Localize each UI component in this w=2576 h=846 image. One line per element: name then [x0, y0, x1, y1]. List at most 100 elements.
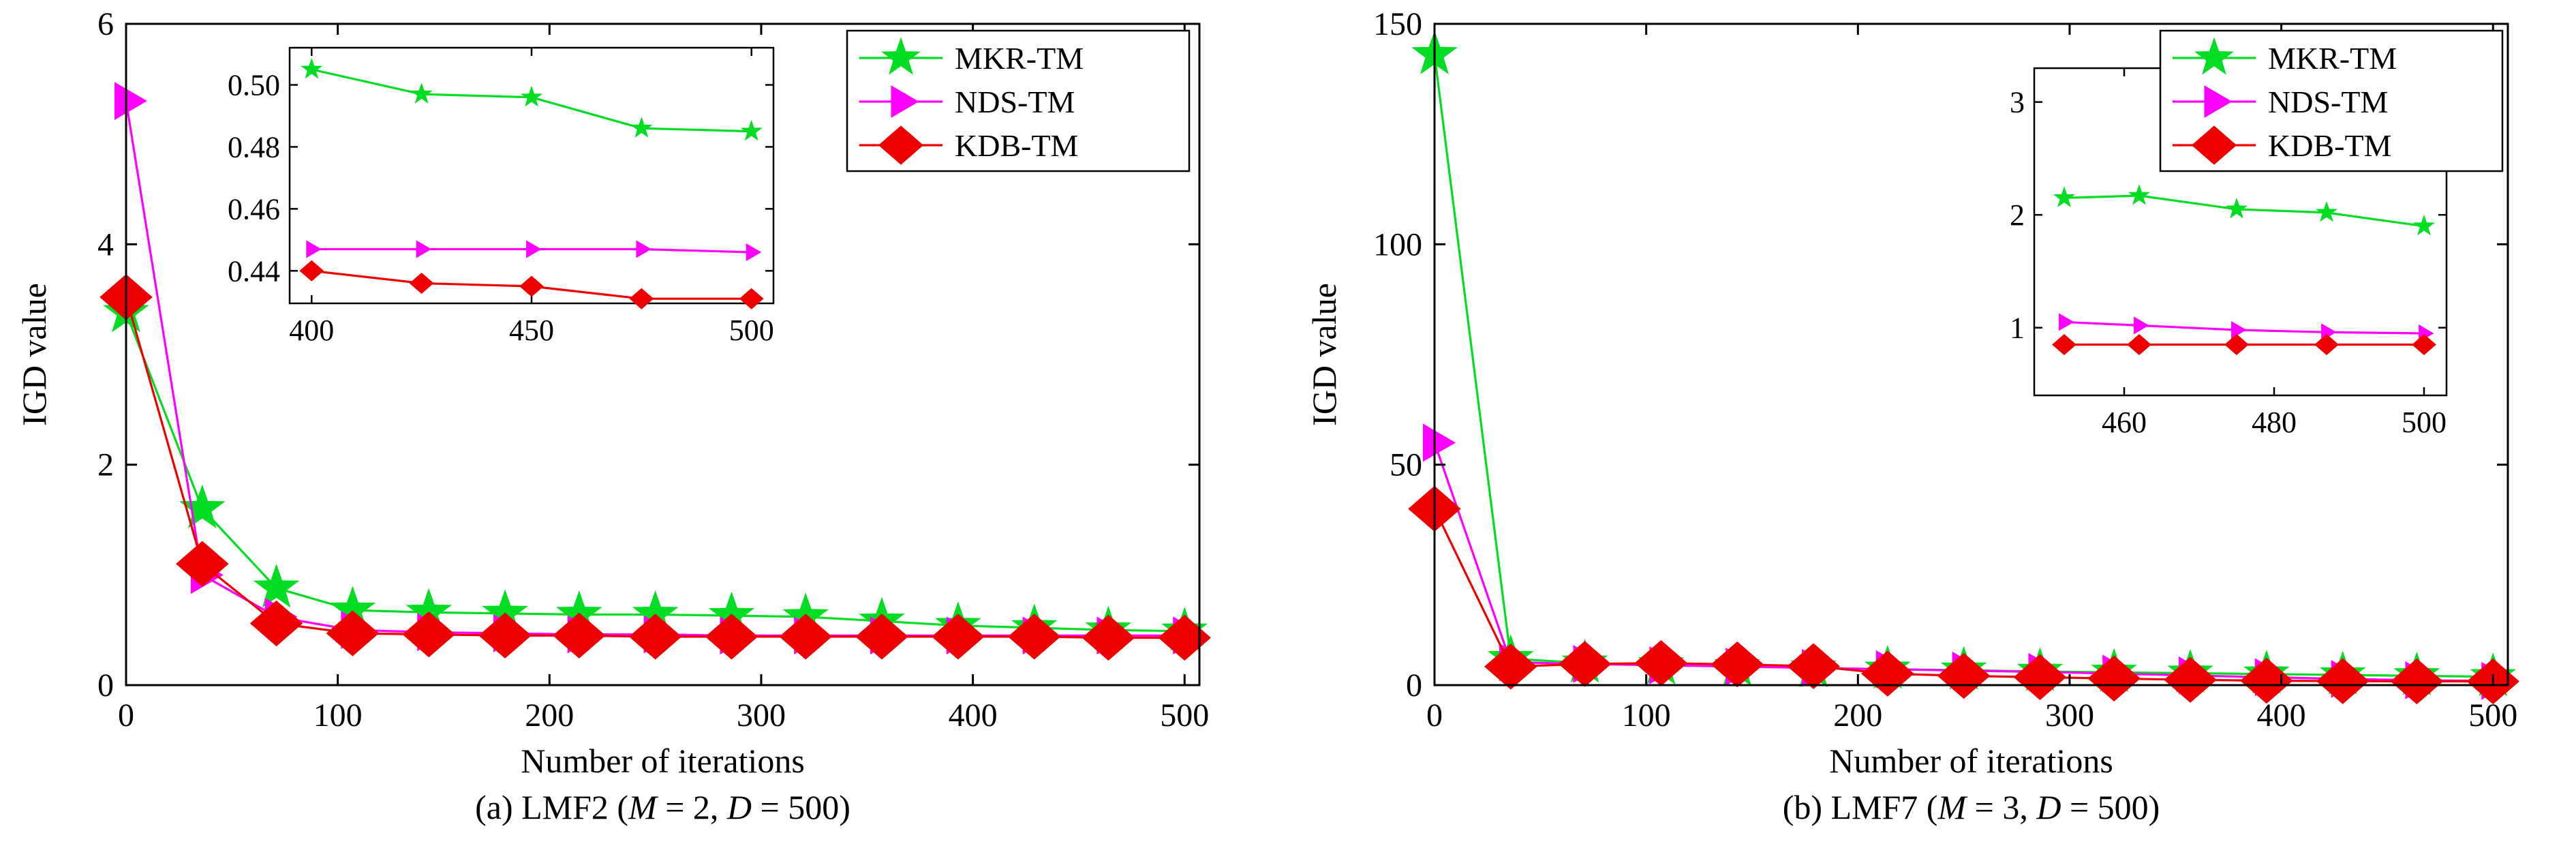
legend-label-mkr-tm: MKR-TM — [955, 41, 1084, 76]
x-tick-label: 100 — [1622, 697, 1671, 734]
legend-marker-nds-tm — [2204, 85, 2233, 118]
inset-y-tick-label: 0.46 — [228, 192, 280, 226]
marker-kdb-tm — [932, 614, 985, 660]
legend-label-kdb-tm: KDB-TM — [2268, 128, 2391, 163]
series-line-nds-tm — [1433, 441, 2494, 682]
marker-kdb-tm — [1634, 640, 1688, 686]
marker-mkr-tm — [410, 82, 433, 104]
marker-kdb-tm — [1787, 643, 1840, 689]
figure-panel-a: 0 100 200 300 400 500 0 2 4 6 Number of iterations… — [15, 6, 1212, 826]
inset-x-tick-label: 500 — [729, 314, 774, 347]
marker-kdb-tm — [478, 612, 532, 659]
marker-kdb-tm — [1158, 614, 1212, 661]
marker-kdb-tm — [855, 614, 908, 660]
x-tick-label: 400 — [949, 697, 998, 734]
marker-mkr-tm — [2053, 186, 2076, 207]
marker-mkr-tm — [2225, 198, 2248, 219]
legend-marker-kdb-tm — [2191, 125, 2237, 165]
y-tick-label: 150 — [1373, 6, 1422, 42]
marker-kdb-tm — [553, 612, 606, 659]
marker-kdb-tm — [2052, 334, 2076, 356]
marker-kdb-tm — [299, 260, 324, 282]
x-tick-label: 100 — [313, 697, 363, 734]
inset-y-tick-label: 0.48 — [228, 130, 280, 164]
inset-x-tick-label: 480 — [2252, 406, 2297, 439]
marker-kdb-tm — [1558, 641, 1612, 687]
chart-b: 0 100 200 300 400 500 0 50 100 150 Number of itera… — [1305, 6, 2520, 826]
marker-nds-tm — [114, 82, 147, 121]
legend-marker-mkr-tm — [2194, 37, 2234, 75]
marker-nds-tm — [416, 240, 432, 258]
x-tick-label: 200 — [1833, 697, 1882, 734]
inset-x-tick-label: 400 — [289, 314, 334, 347]
x-axis-label: Number of iterations — [521, 742, 805, 780]
marker-kdb-tm — [2164, 656, 2217, 703]
x-tick-label: 300 — [2045, 697, 2094, 734]
inset-x-tick-label: 500 — [2402, 406, 2447, 439]
marker-nds-tm — [636, 240, 651, 258]
y-axis-label: IGD value — [1305, 283, 1343, 426]
inset-y-tick-label: 3 — [2010, 86, 2025, 119]
marker-nds-tm — [746, 243, 762, 262]
marker-nds-tm — [2059, 313, 2074, 331]
marker-kdb-tm — [2390, 658, 2444, 705]
x-tick-label: 300 — [737, 697, 786, 734]
marker-kdb-tm — [1082, 614, 1135, 661]
legend-marker-mkr-tm — [881, 37, 921, 75]
y-tick-label: 2 — [97, 447, 114, 483]
marker-kdb-tm — [705, 614, 758, 660]
legend-label-nds-tm: NDS-TM — [955, 85, 1075, 119]
marker-mkr-tm — [179, 484, 226, 529]
marker-mkr-tm — [2128, 184, 2151, 205]
y-tick-label: 100 — [1373, 226, 1422, 262]
x-tick-label: 400 — [2257, 697, 2306, 734]
marker-mkr-tm — [301, 57, 323, 79]
marker-kdb-tm — [402, 611, 455, 658]
marker-mkr-tm — [520, 85, 543, 107]
y-tick-label: 0 — [97, 667, 114, 704]
y-tick-label: 4 — [97, 226, 114, 262]
marker-nds-tm — [306, 240, 322, 258]
chart-a: 0 100 200 300 400 500 0 2 4 6 Number of iterations… — [15, 6, 1212, 826]
x-tick-label: 500 — [1160, 697, 1209, 734]
marker-kdb-tm — [2240, 657, 2293, 704]
marker-nds-tm — [526, 240, 542, 258]
marker-mkr-tm — [2315, 201, 2338, 222]
marker-kdb-tm — [628, 614, 682, 660]
marker-kdb-tm — [2087, 655, 2141, 701]
marker-kdb-tm — [2316, 658, 2370, 704]
x-tick-label: 0 — [118, 697, 134, 734]
axes-box — [125, 22, 1201, 686]
marker-kdb-tm — [1937, 652, 1991, 699]
legend-marker-kdb-tm — [878, 125, 924, 165]
marker-nds-tm — [2231, 320, 2247, 339]
y-axis-label: IGD value — [15, 283, 53, 426]
figure-panel-b: 0 100 200 300 400 500 0 50 100 150 Number of itera… — [1288, 0, 2576, 846]
marker-kdb-tm — [326, 610, 380, 656]
marker-kdb-tm — [2127, 334, 2151, 356]
marker-kdb-tm — [176, 541, 229, 587]
marker-kdb-tm — [2412, 334, 2436, 356]
marker-kdb-tm — [409, 272, 434, 294]
marker-mkr-tm — [740, 119, 763, 141]
marker-nds-tm — [2134, 316, 2149, 335]
marker-nds-tm — [1423, 423, 1456, 462]
legend-label-kdb-tm: KDB-TM — [955, 128, 1078, 163]
marker-mkr-tm — [630, 117, 653, 138]
inset-y-tick-label: 0.50 — [228, 69, 280, 102]
x-tick-label: 200 — [525, 697, 574, 734]
marker-kdb-tm — [1711, 641, 1764, 688]
marker-kdb-tm — [739, 288, 764, 309]
marker-kdb-tm — [1007, 614, 1061, 660]
marker-kdb-tm — [2224, 334, 2249, 356]
x-tick-label: 0 — [1426, 697, 1443, 734]
panel-caption: (a) LMF2 (M = 2, D = 500) — [475, 788, 850, 826]
marker-kdb-tm — [629, 288, 654, 309]
legend-marker-nds-tm — [891, 85, 919, 118]
marker-mkr-tm — [2412, 214, 2436, 236]
y-tick-label: 50 — [1390, 447, 1422, 483]
legend-label-mkr-tm: MKR-TM — [2268, 41, 2397, 76]
marker-kdb-tm — [1861, 650, 1914, 697]
marker-kdb-tm — [2314, 334, 2339, 356]
